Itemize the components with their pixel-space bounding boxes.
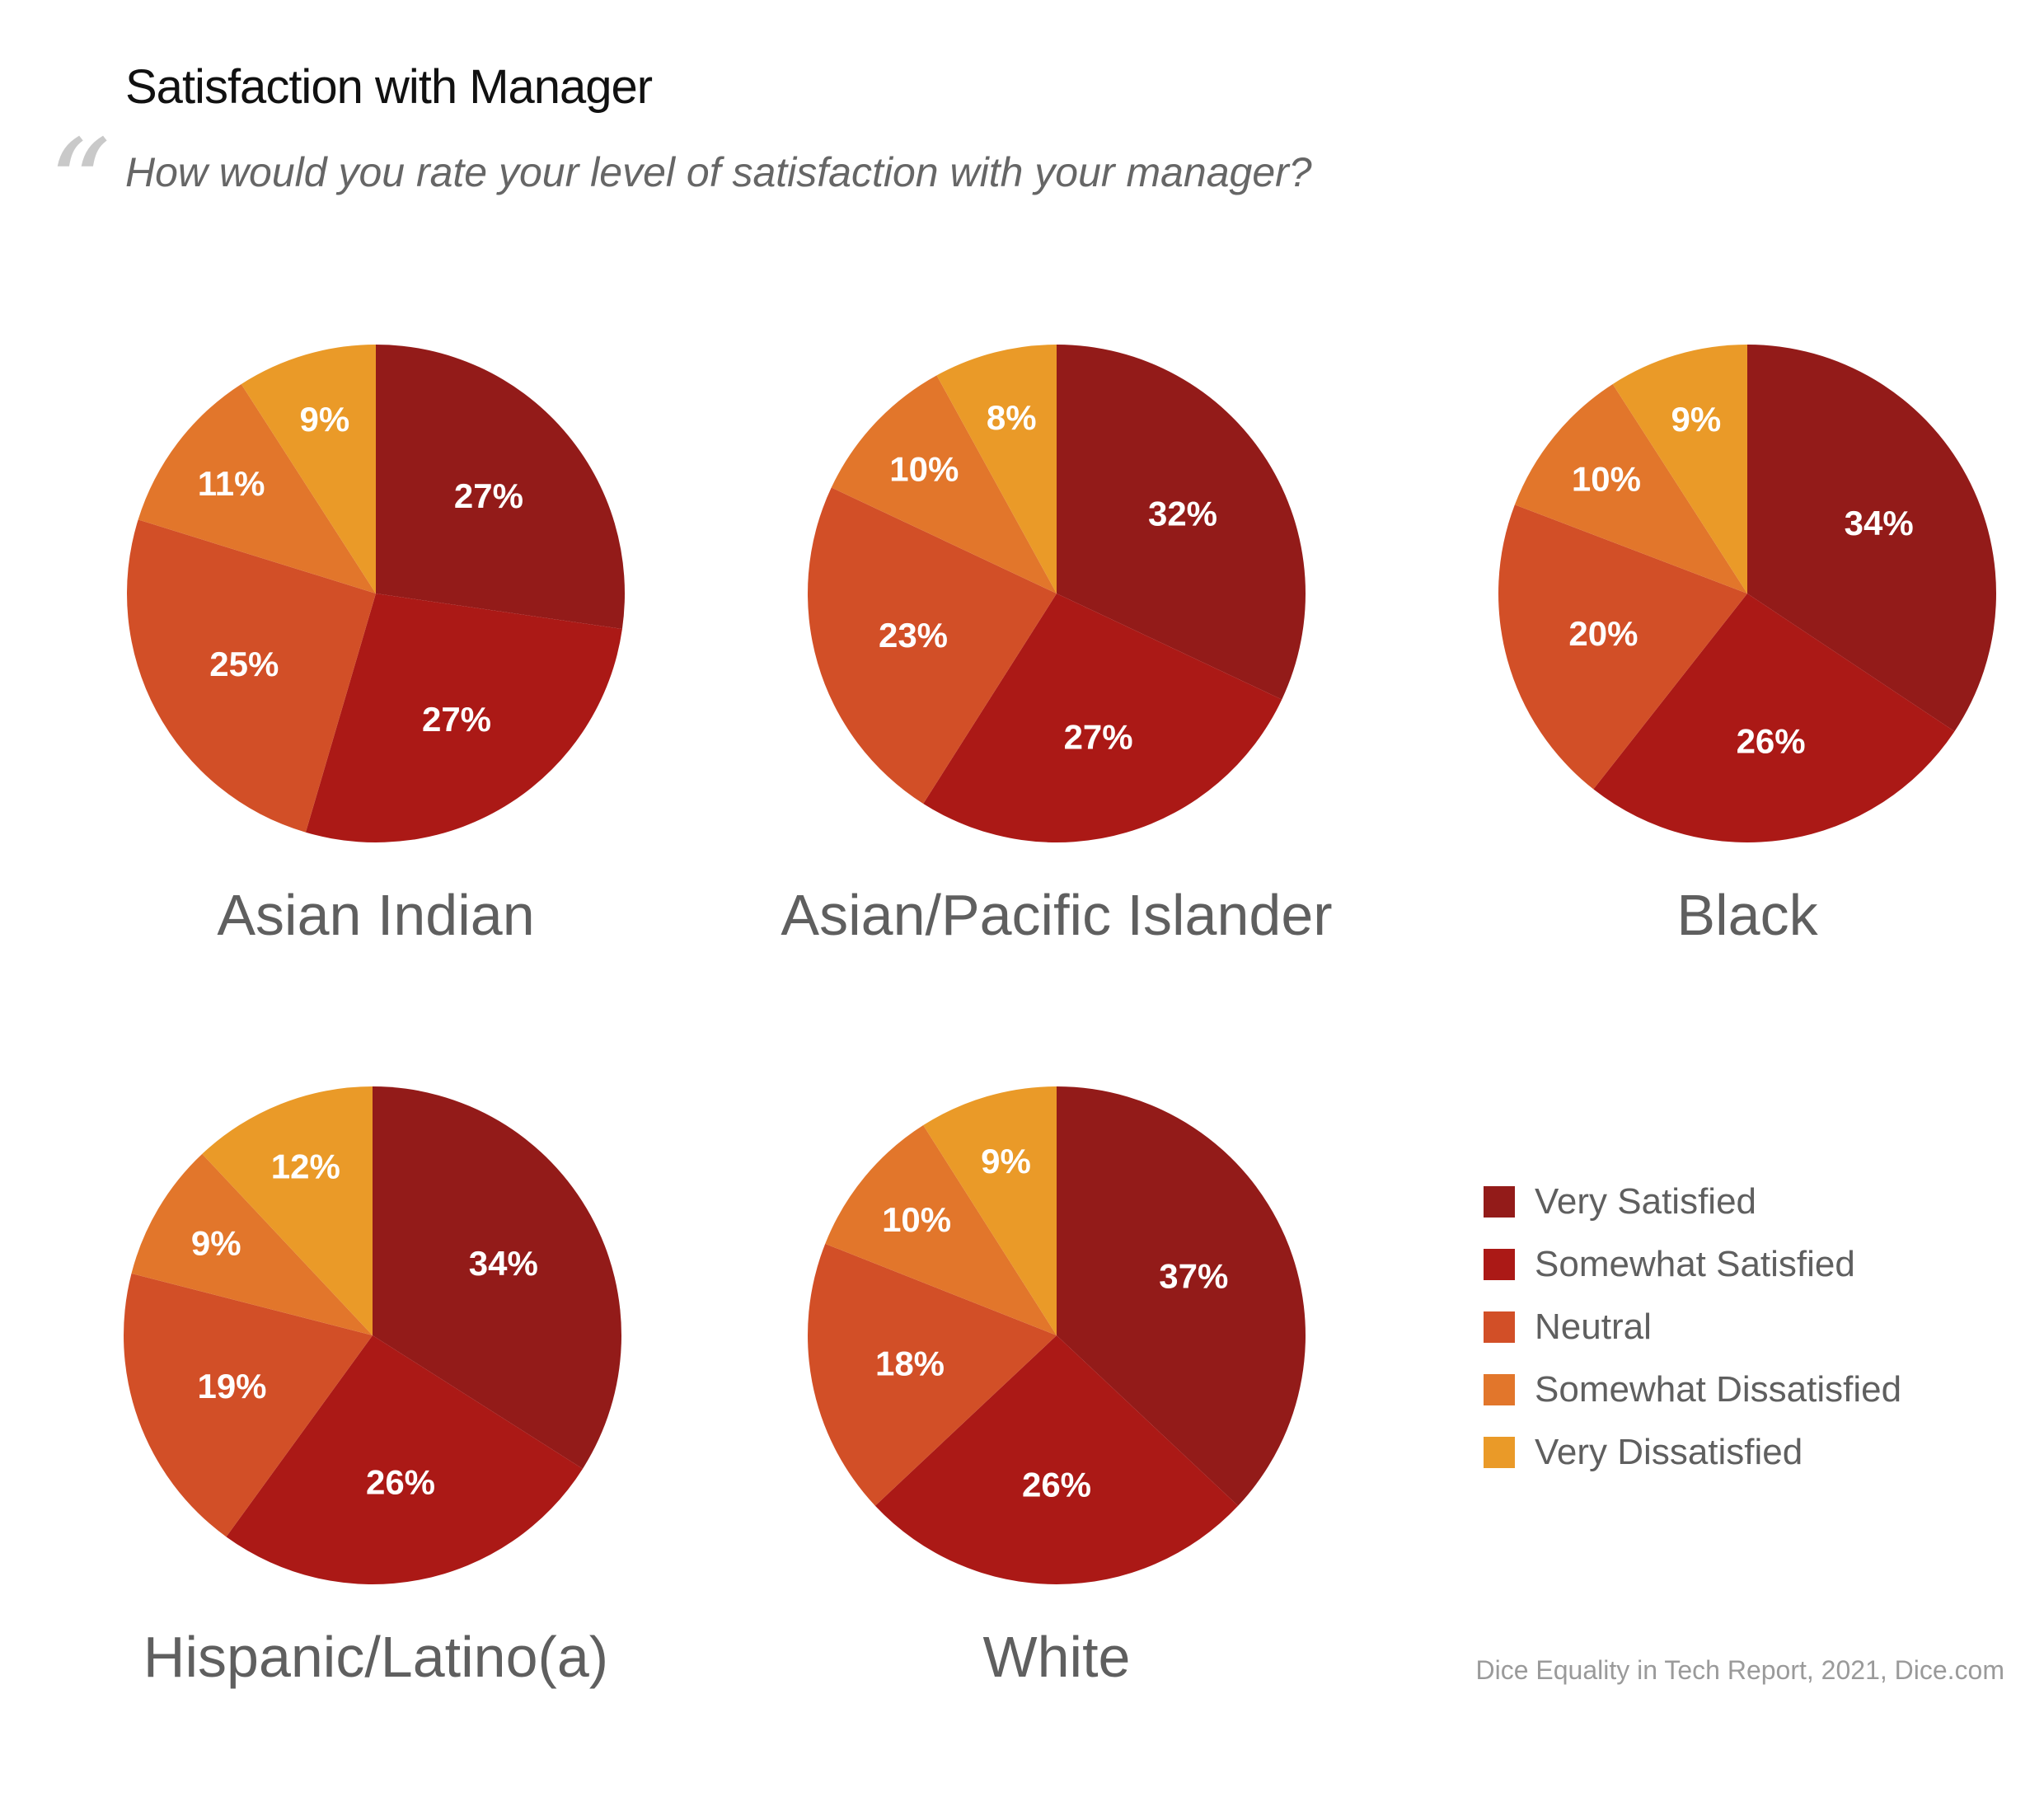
- pie-slice-very-satisfied: [376, 345, 626, 629]
- slice-value-label: 19%: [197, 1367, 266, 1405]
- legend-item-very-dissatisfied: Very Dissatisfied: [1484, 1421, 1901, 1484]
- slice-value-label: 32%: [1148, 494, 1217, 533]
- legend-swatch: [1484, 1249, 1515, 1280]
- slice-value-label: 9%: [981, 1142, 1031, 1180]
- slice-value-label: 10%: [889, 450, 959, 489]
- pie-chart-svg: 37% 26% 18% 10% 9%: [808, 1086, 1306, 1584]
- legend-swatch: [1484, 1311, 1515, 1343]
- slice-value-label: 8%: [987, 398, 1037, 437]
- pie-slice-somewhat-dissatisfied: [1514, 383, 1747, 594]
- pie-asian-indian: 27% 27% 25% 11% 9% Asian Indian: [30, 313, 722, 1055]
- legend: Very Satisfied Somewhat Satisfied Neutra…: [1484, 1171, 1901, 1484]
- slice-value-label: 34%: [469, 1244, 538, 1283]
- legend-item-somewhat-satisfied: Somewhat Satisfied: [1484, 1233, 1901, 1296]
- slice-value-label: 9%: [1671, 400, 1722, 439]
- pie-chart-svg: 27% 27% 25% 11% 9%: [126, 345, 626, 843]
- pie-group-label: Hispanic/Latino(a): [143, 1625, 609, 1689]
- pie-slice-very-dissatisfied: [202, 1086, 373, 1335]
- legend-label: Somewhat Satisfied: [1535, 1244, 1855, 1284]
- slice-value-label: 27%: [422, 700, 491, 739]
- slice-value-label: 23%: [879, 616, 948, 655]
- pie-slice-very-satisfied: [1057, 345, 1306, 700]
- pie-slice-somewhat-satisfied: [305, 594, 622, 843]
- pie-group-label: Asian Indian: [217, 883, 535, 947]
- slice-value-label: 12%: [271, 1147, 340, 1186]
- slice-value-label: 9%: [191, 1223, 241, 1262]
- pie-slice-neutral: [126, 519, 376, 833]
- pie-slice-somewhat-satisfied: [874, 1335, 1239, 1584]
- slice-value-label: 34%: [1845, 504, 1914, 542]
- pie-slice-somewhat-satisfied: [923, 594, 1282, 843]
- legend-label: Very Satisfied: [1535, 1181, 1757, 1222]
- source-note: Dice Equality in Tech Report, 2021, Dice…: [1475, 1655, 2005, 1685]
- pie-asian-pacific-islander: 32% 27% 23% 10% 8% Asian/Pacific Islander: [710, 313, 1403, 1055]
- pie-slice-neutral: [807, 487, 1057, 804]
- pie-slice-somewhat-satisfied: [1593, 594, 1955, 842]
- slice-value-label: 25%: [209, 645, 279, 683]
- slice-value-label: 26%: [1737, 721, 1806, 760]
- pie-slice-very-satisfied: [1747, 345, 1997, 732]
- slice-value-label: 37%: [1159, 1257, 1228, 1296]
- legend-swatch: [1484, 1186, 1515, 1218]
- pie-slice-very-satisfied: [373, 1086, 622, 1469]
- pie-slice-somewhat-dissatisfied: [825, 1125, 1057, 1335]
- pie-slice-neutral: [1498, 504, 1747, 790]
- quote-mark-icon: “: [48, 114, 111, 257]
- pie-group-label: White: [982, 1625, 1131, 1689]
- pie-slice-somewhat-dissatisfied: [831, 375, 1057, 594]
- legend-item-very-satisfied: Very Satisfied: [1484, 1171, 1901, 1233]
- pie-group-label: Black: [1676, 883, 1818, 947]
- slice-value-label: 27%: [454, 476, 523, 515]
- chart-subtitle: How would you rate your level of satisfa…: [125, 149, 1312, 195]
- pie-chart-svg: 34% 26% 20% 10% 9%: [1498, 345, 1997, 842]
- pie-slice-very-dissatisfied: [936, 345, 1057, 594]
- pie-hispanic-latino-a: 34% 26% 19% 9% 12% Hispanic/Latino(a): [30, 1055, 722, 1797]
- legend-swatch: [1484, 1374, 1515, 1405]
- slice-value-label: 27%: [1064, 718, 1133, 757]
- legend-label: Very Dissatisfied: [1535, 1432, 1803, 1472]
- slice-value-label: 26%: [366, 1463, 435, 1502]
- pie-slice-neutral: [124, 1273, 373, 1537]
- legend-item-neutral: Neutral: [1484, 1296, 1901, 1358]
- slice-value-label: 9%: [300, 400, 350, 439]
- pie-white: 37% 26% 18% 10% 9% White: [710, 1055, 1403, 1797]
- pie-slice-very-satisfied: [1057, 1086, 1306, 1506]
- legend-label: Somewhat Dissatisfied: [1535, 1369, 1902, 1410]
- slice-value-label: 20%: [1568, 614, 1638, 653]
- pie-slice-somewhat-dissatisfied: [131, 1153, 373, 1335]
- pie-slice-somewhat-satisfied: [226, 1335, 583, 1584]
- pie-chart-svg: 32% 27% 23% 10% 8%: [807, 345, 1306, 843]
- slice-value-label: 18%: [875, 1344, 945, 1383]
- legend-item-somewhat-dissatisfied: Somewhat Dissatisfied: [1484, 1358, 1901, 1421]
- pie-slice-neutral: [808, 1243, 1057, 1506]
- legend-label: Neutral: [1535, 1307, 1652, 1347]
- slice-value-label: 10%: [1572, 460, 1641, 499]
- pie-slice-very-dissatisfied: [1612, 345, 1747, 594]
- slice-value-label: 10%: [882, 1200, 951, 1239]
- pie-slice-very-dissatisfied: [241, 345, 376, 594]
- slice-value-label: 11%: [198, 464, 265, 503]
- pie-slice-very-dissatisfied: [923, 1086, 1057, 1335]
- pie-group-label: Asian/Pacific Islander: [781, 883, 1333, 947]
- chart-title: Satisfaction with Manager: [125, 60, 653, 114]
- pie-slice-somewhat-dissatisfied: [138, 383, 376, 594]
- slice-value-label: 26%: [1022, 1466, 1091, 1504]
- pie-chart-svg: 34% 26% 19% 9% 12%: [124, 1086, 622, 1584]
- legend-swatch: [1484, 1437, 1515, 1468]
- pie-black: 34% 26% 20% 10% 9% Black: [1401, 313, 2044, 1055]
